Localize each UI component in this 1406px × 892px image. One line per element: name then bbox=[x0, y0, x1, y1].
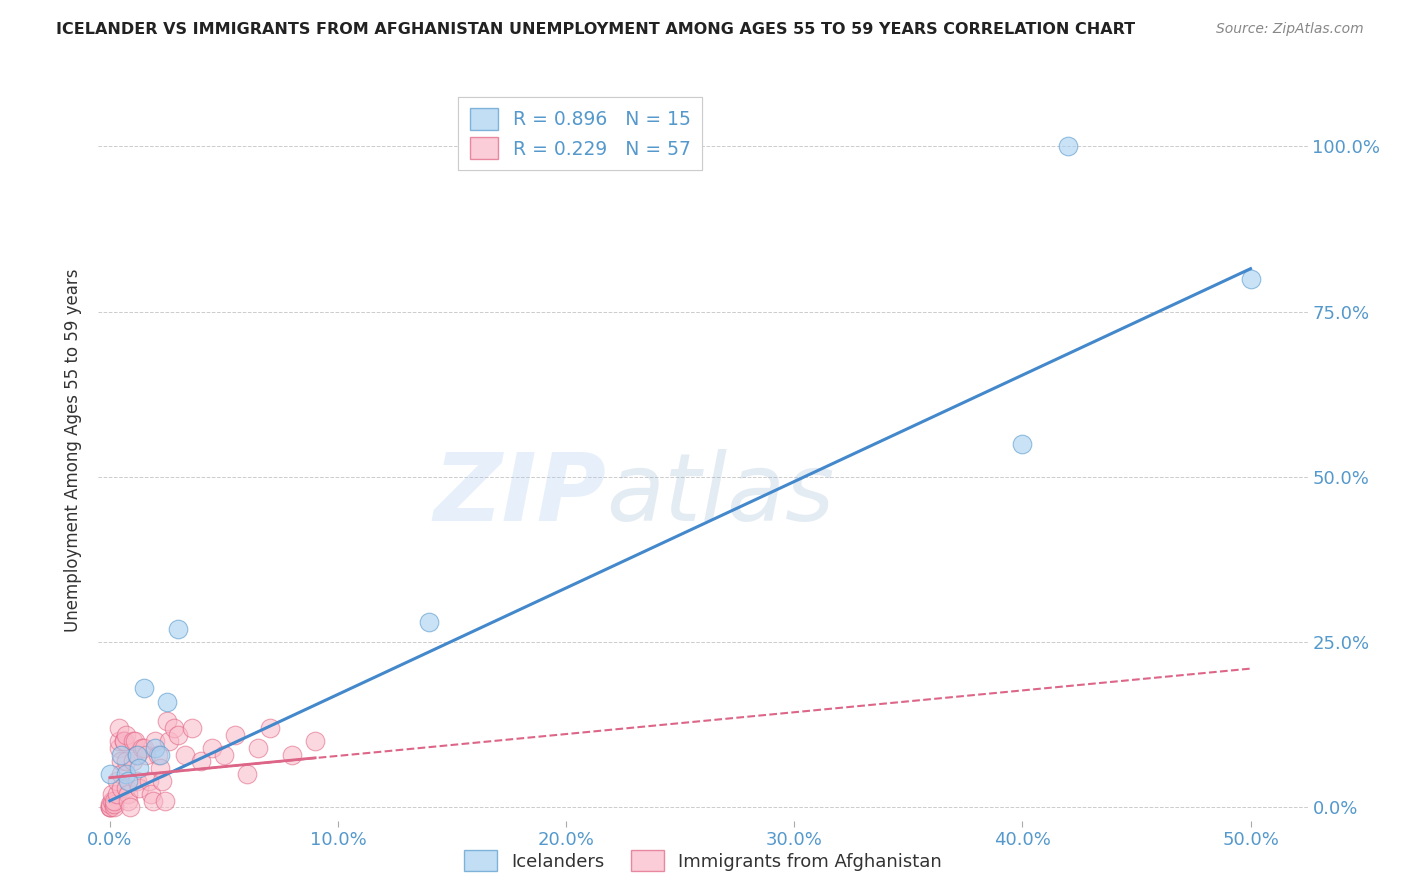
Point bbox=[114, 728, 136, 742]
Text: atlas: atlas bbox=[606, 450, 835, 541]
Text: ICELANDER VS IMMIGRANTS FROM AFGHANISTAN UNEMPLOYMENT AMONG AGES 55 TO 59 YEARS : ICELANDER VS IMMIGRANTS FROM AFGHANISTAN… bbox=[56, 22, 1136, 37]
Point bbox=[103, 797, 125, 811]
Point bbox=[103, 794, 125, 808]
Point bbox=[163, 721, 186, 735]
Point bbox=[1239, 271, 1261, 285]
Point bbox=[418, 615, 440, 630]
Point bbox=[98, 767, 121, 781]
Point bbox=[145, 740, 167, 755]
Point bbox=[259, 721, 281, 735]
Point bbox=[120, 800, 142, 814]
Point bbox=[117, 787, 139, 801]
Point bbox=[281, 747, 304, 762]
Point bbox=[114, 754, 136, 768]
Point bbox=[150, 774, 173, 789]
Point bbox=[235, 767, 257, 781]
Point bbox=[105, 787, 128, 801]
Point bbox=[146, 747, 169, 762]
Point bbox=[124, 734, 146, 748]
Point bbox=[128, 761, 150, 775]
Point bbox=[127, 747, 149, 762]
Point bbox=[98, 800, 121, 814]
Point bbox=[174, 747, 197, 762]
Point bbox=[156, 695, 179, 709]
Point bbox=[110, 780, 132, 795]
Point bbox=[1057, 139, 1080, 153]
Y-axis label: Unemployment Among Ages 55 to 59 years: Unemployment Among Ages 55 to 59 years bbox=[65, 268, 83, 632]
Point bbox=[145, 734, 167, 748]
Legend: Icelanders, Immigrants from Afghanistan: Icelanders, Immigrants from Afghanistan bbox=[457, 843, 949, 879]
Point bbox=[224, 728, 246, 742]
Point bbox=[167, 622, 190, 636]
Point bbox=[142, 794, 165, 808]
Point bbox=[114, 767, 136, 781]
Point bbox=[157, 734, 180, 748]
Point bbox=[108, 734, 131, 748]
Text: ZIP: ZIP bbox=[433, 449, 606, 541]
Point bbox=[127, 747, 149, 762]
Point bbox=[1011, 437, 1033, 451]
Point bbox=[132, 681, 155, 696]
Point bbox=[112, 734, 135, 748]
Legend: R = 0.896   N = 15, R = 0.229   N = 57: R = 0.896 N = 15, R = 0.229 N = 57 bbox=[458, 97, 702, 170]
Point bbox=[101, 787, 124, 801]
Point bbox=[127, 774, 149, 789]
Point bbox=[138, 774, 160, 789]
Point bbox=[112, 734, 135, 748]
Text: Source: ZipAtlas.com: Source: ZipAtlas.com bbox=[1216, 22, 1364, 37]
Point bbox=[110, 754, 132, 768]
Point bbox=[132, 740, 155, 755]
Point bbox=[156, 714, 179, 729]
Point bbox=[190, 754, 212, 768]
Point bbox=[304, 734, 326, 748]
Point bbox=[98, 800, 121, 814]
Point bbox=[105, 774, 128, 789]
Point bbox=[114, 780, 136, 795]
Point bbox=[247, 740, 270, 755]
Point bbox=[181, 721, 204, 735]
Point bbox=[98, 800, 121, 814]
Point bbox=[128, 780, 150, 795]
Point bbox=[110, 747, 132, 762]
Point bbox=[117, 774, 139, 789]
Point bbox=[153, 794, 176, 808]
Point bbox=[149, 761, 172, 775]
Point bbox=[121, 734, 143, 748]
Point bbox=[110, 767, 132, 781]
Point bbox=[167, 728, 190, 742]
Point bbox=[98, 797, 121, 811]
Point bbox=[117, 794, 139, 808]
Point bbox=[135, 747, 157, 762]
Point bbox=[121, 754, 143, 768]
Point bbox=[212, 747, 235, 762]
Point bbox=[101, 794, 124, 808]
Point bbox=[131, 740, 153, 755]
Point bbox=[201, 740, 224, 755]
Point bbox=[149, 747, 172, 762]
Point bbox=[108, 740, 131, 755]
Point bbox=[103, 800, 125, 814]
Point bbox=[108, 721, 131, 735]
Point bbox=[139, 787, 162, 801]
